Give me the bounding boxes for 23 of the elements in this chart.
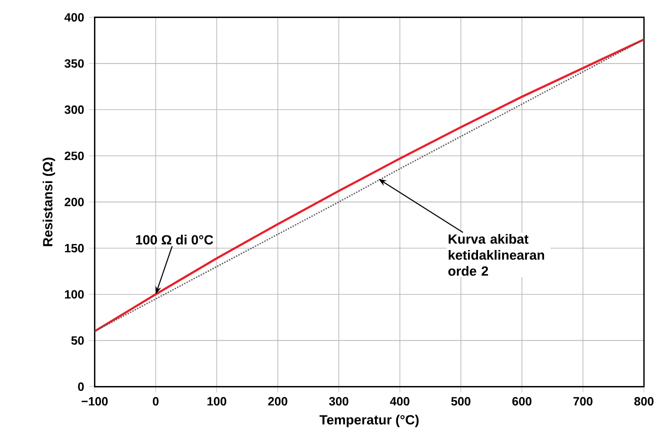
x-tick-label: −100 [82, 397, 108, 406]
x-tick-label: 500 [451, 397, 470, 406]
x-tick-label: 200 [268, 397, 288, 406]
x-tick-label: 600 [512, 397, 532, 406]
y-tick-label: 350 [64, 59, 84, 68]
y-tick-label: 400 [64, 13, 84, 22]
annotation: Kurva akibat ketidaklinearan orde 2 [448, 234, 544, 276]
x-tick-label: 100 [207, 397, 226, 406]
x-tick-label: 800 [634, 397, 654, 406]
annotation: 100 Ω di 0°C [136, 234, 214, 245]
x-tick-label: 300 [329, 397, 348, 406]
y-tick-label: 0 [78, 382, 84, 391]
x-tick-label: 400 [390, 397, 410, 406]
y-tick-label: 300 [64, 105, 84, 114]
y-axis-title: Resistansi (Ω) [42, 158, 56, 246]
x-tick-label: 700 [573, 397, 592, 406]
y-tick-label: 50 [71, 336, 84, 345]
x-axis-title: Temperatur (°C) [320, 414, 419, 428]
y-tick-label: 100 [65, 290, 84, 299]
y-tick-label: 200 [64, 198, 84, 206]
x-tick-label: 0 [152, 397, 159, 406]
y-tick-label: 250 [64, 152, 84, 160]
y-tick-label: 150 [65, 244, 84, 252]
